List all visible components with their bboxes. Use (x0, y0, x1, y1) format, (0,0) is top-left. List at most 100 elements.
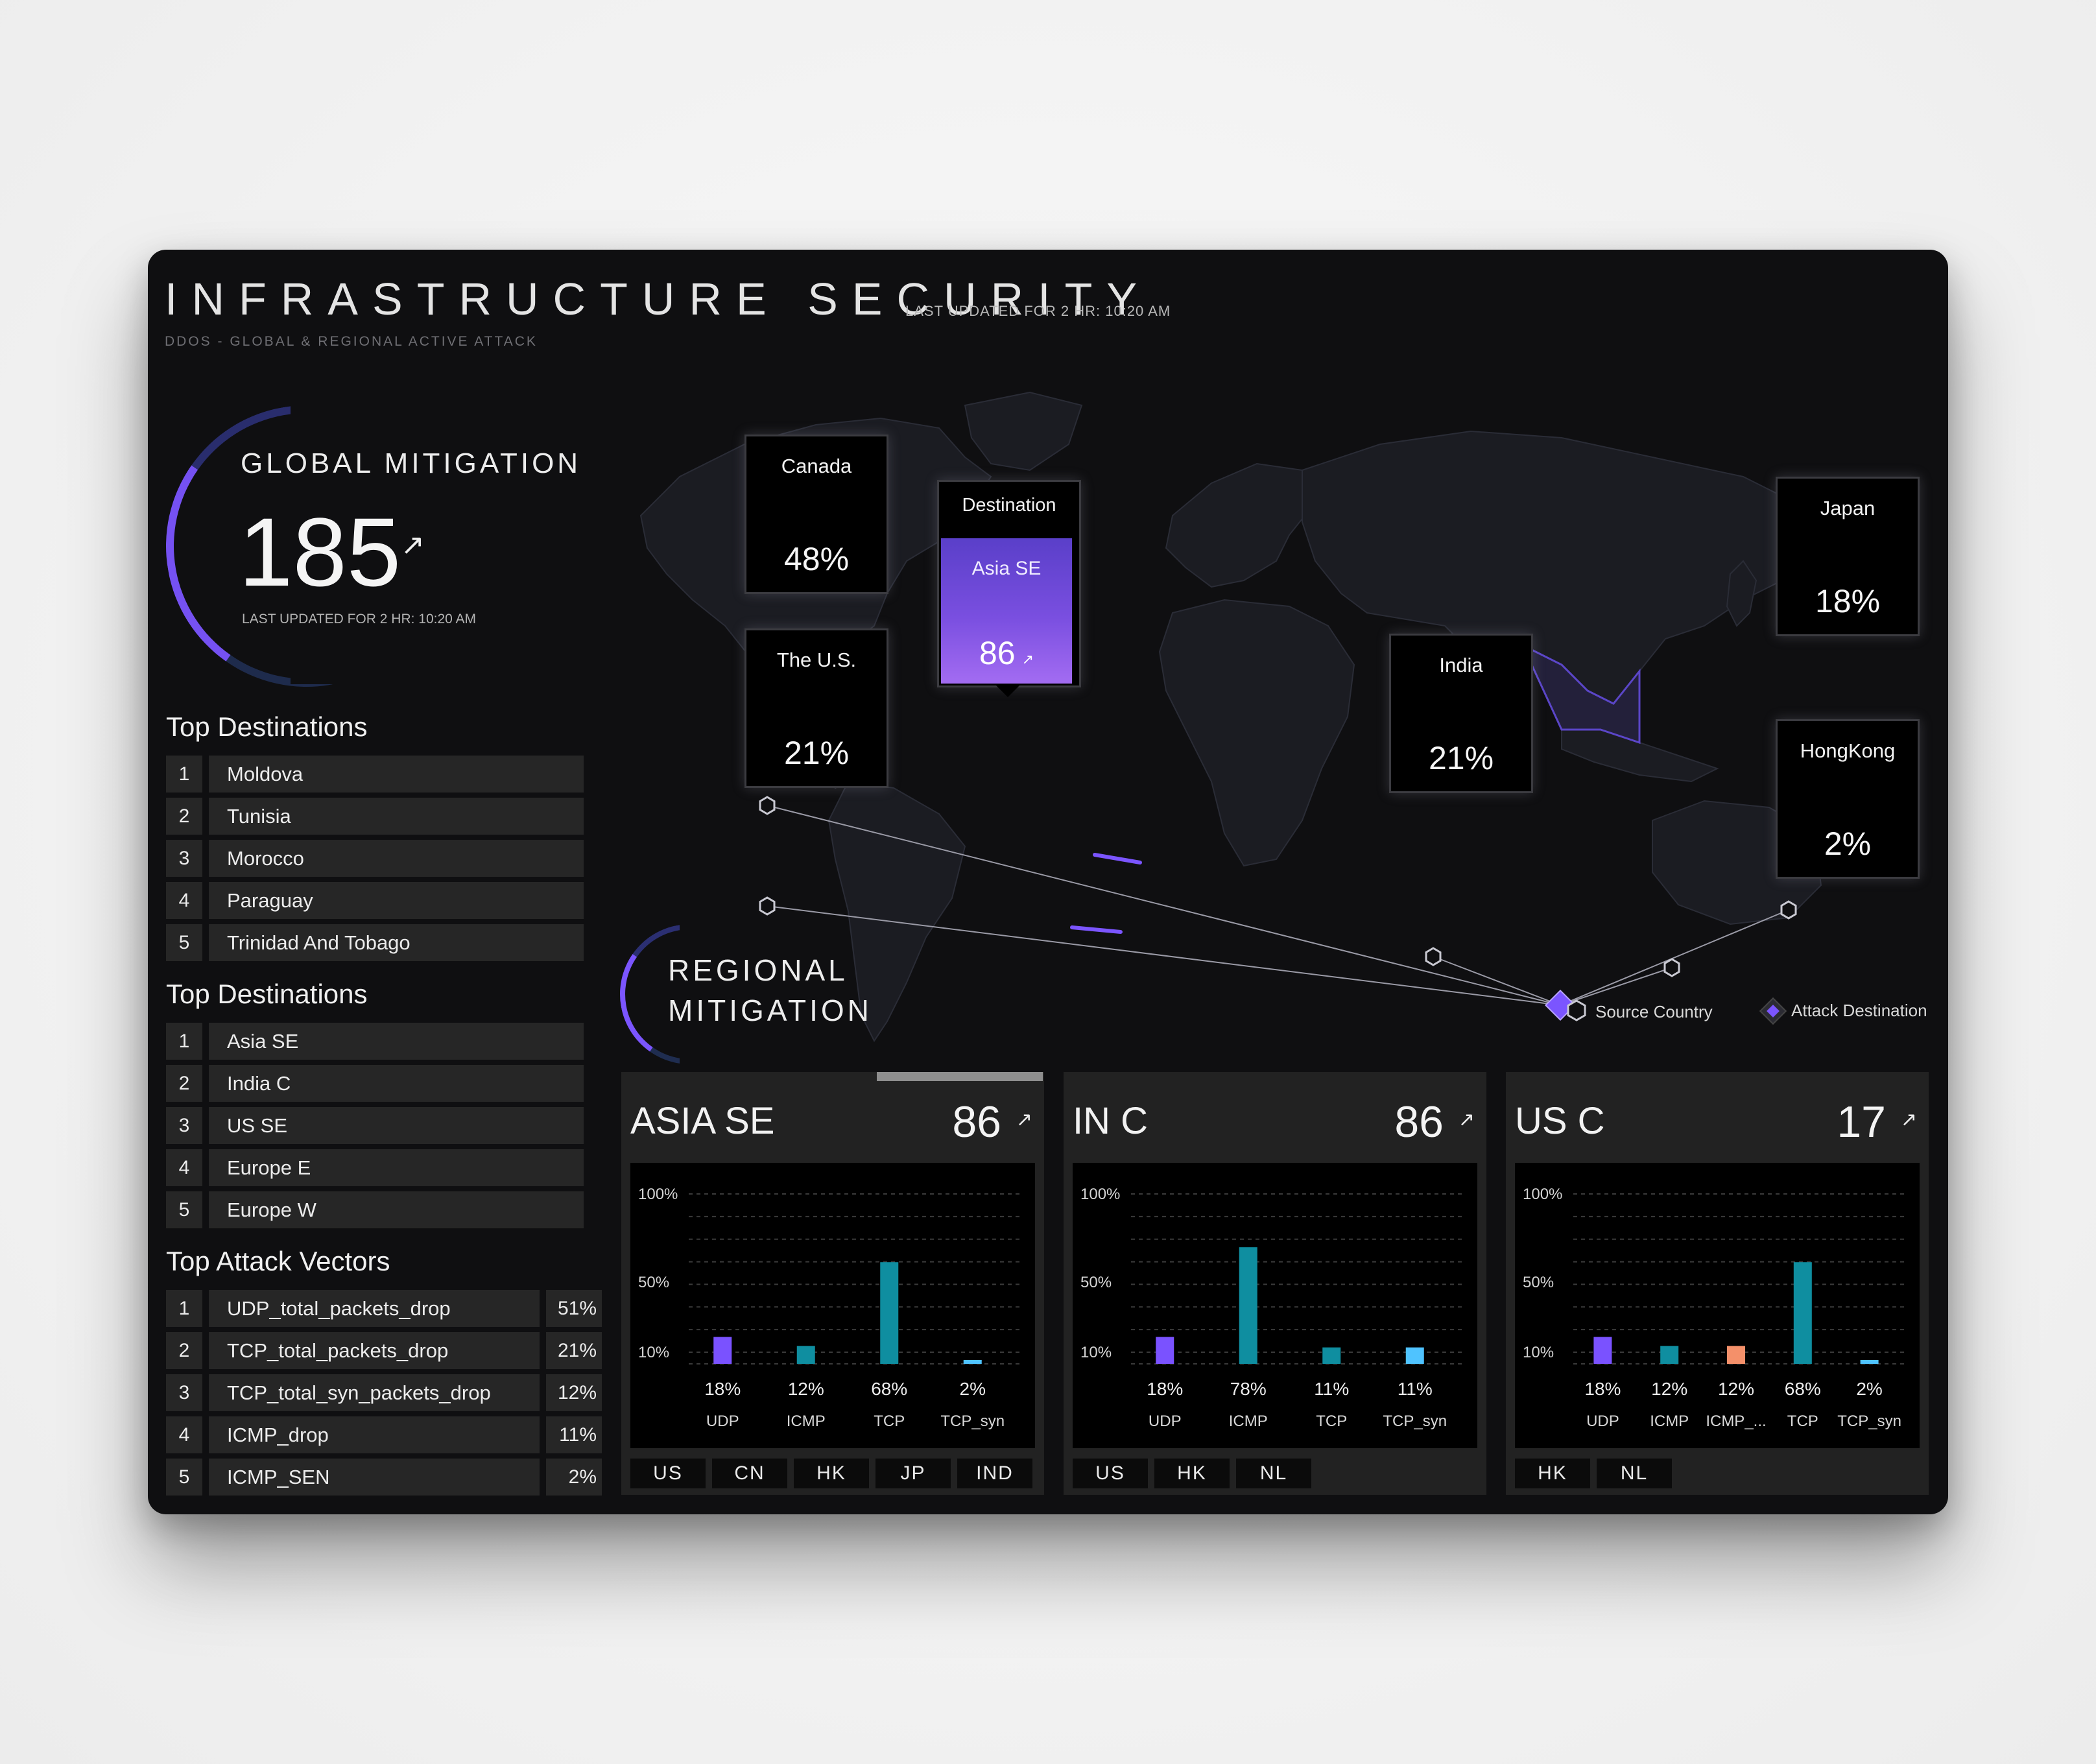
list-item-rank: 2 (166, 1332, 202, 1369)
panel-title: IN C (1073, 1100, 1148, 1142)
destination-label: Destination (962, 495, 1056, 516)
chart-bar[interactable] (963, 1360, 982, 1364)
source-tile-canada[interactable]: Canada 48% (744, 435, 888, 594)
x-tick-label: TCP_syn (1383, 1412, 1447, 1430)
source-percent: 2% (1824, 826, 1872, 862)
list-item-rank: 5 (166, 1191, 202, 1228)
chart-bar[interactable] (796, 1346, 815, 1364)
bar-chart: 100% 50% 10% 18% UDP 12% ICMP 68% TCP 2% TCP_syn (630, 1163, 1035, 1448)
regional-label-line1: REGIONAL (668, 953, 848, 987)
regional-mitigation-label: REGIONAL MITIGATION (668, 950, 872, 1031)
list-item-label: US SE (209, 1107, 584, 1144)
source-tag[interactable]: NL (1597, 1459, 1672, 1488)
x-tick-label: ICMP (1650, 1412, 1689, 1430)
list-item-rank: 5 (166, 1459, 202, 1496)
source-tag[interactable]: US (1073, 1459, 1148, 1488)
active-indicator (877, 1072, 1043, 1081)
trending-up-icon: ↗ (1900, 1109, 1917, 1130)
destination-name: Asia SE (971, 558, 1042, 579)
source-percent: 21% (783, 735, 850, 771)
europe-landmass (1165, 462, 1316, 588)
source-tag[interactable]: HK (794, 1459, 869, 1488)
chart-bar[interactable] (1860, 1360, 1879, 1364)
y-tick-label: 100% (1080, 1186, 1120, 1203)
regional-panel[interactable]: IN C 86 ↗ 100% 50% 10% 18% UDP 78% ICMP 11% TCP 11% T… (1064, 1072, 1486, 1495)
list-item-rank: 3 (166, 1374, 202, 1411)
regional-panel[interactable]: US C 17 ↗ 100% 50% 10% 18% UDP 12% ICMP 12% ICMP_..… (1506, 1072, 1929, 1495)
chart-bar[interactable] (1239, 1247, 1257, 1364)
data-label: 12% (788, 1379, 824, 1399)
source-country-icon (1663, 958, 1680, 977)
connection-line-hk (1560, 967, 1673, 1006)
greenland-landmass (964, 391, 1083, 471)
source-tag[interactable]: HK (1154, 1459, 1230, 1488)
source-country-icon (1780, 900, 1797, 920)
data-label: 68% (1785, 1379, 1821, 1399)
panel-value: 86 (952, 1097, 1001, 1147)
list-item-label: TCP_total_syn_packets_drop (209, 1374, 540, 1411)
source-tag[interactable]: IND (957, 1459, 1032, 1488)
source-country-icon (759, 796, 776, 815)
regional-panel[interactable]: ASIA SE 86 ↗ 100% 50% 10% 18% UDP 12% ICMP 68% TCP 2… (621, 1072, 1044, 1495)
panel-title: ASIA SE (630, 1100, 775, 1142)
global-updated-text: LAST UPDATED FOR 2 HR: 10:20 AM (242, 612, 476, 626)
destination-pointer (995, 684, 1021, 697)
list-item-label: UDP_total_packets_drop (209, 1290, 540, 1327)
source-tile-hongkong[interactable]: HongKong 2% (1776, 719, 1920, 879)
source-tile-us[interactable]: The U.S. 21% (744, 628, 888, 788)
source-tag[interactable]: US (630, 1459, 706, 1488)
attack-destination-icon (1759, 997, 1787, 1025)
attack-flow-us (1070, 925, 1123, 934)
chart-bar[interactable] (1793, 1262, 1812, 1364)
panel-value: 17 (1837, 1097, 1886, 1147)
trending-up-icon: ↗ (1458, 1109, 1475, 1130)
chart-bar[interactable] (880, 1262, 899, 1364)
list-item-label: Morocco (209, 840, 584, 877)
legend-source: Source Country (1595, 1002, 1713, 1021)
data-label: 68% (871, 1379, 907, 1399)
x-tick-label: ICMP_... (1706, 1412, 1766, 1430)
list-item-label: India C (209, 1065, 584, 1102)
source-tag[interactable]: NL (1236, 1459, 1311, 1488)
x-tick-label: TCP_syn (940, 1412, 1005, 1430)
data-label: 11% (1314, 1379, 1349, 1399)
chart-bar[interactable] (1156, 1337, 1174, 1364)
list-item-percent: 2% (546, 1459, 602, 1496)
source-name: Japan (1820, 497, 1876, 519)
chart-bar[interactable] (1727, 1346, 1745, 1364)
source-name: India (1439, 654, 1483, 676)
x-tick-label: TCP_syn (1837, 1412, 1901, 1430)
source-tag[interactable]: JP (875, 1459, 951, 1488)
source-tag[interactable]: HK (1515, 1459, 1590, 1488)
global-mitigation-value: 185 (239, 497, 401, 606)
chart-bar[interactable] (1660, 1346, 1679, 1364)
chart-bar[interactable] (1593, 1337, 1612, 1364)
data-label: 78% (1230, 1379, 1267, 1399)
attack-flow-canada (1093, 853, 1142, 864)
chart-bar[interactable] (1322, 1347, 1341, 1364)
x-tick-label: UDP (1149, 1412, 1182, 1430)
list-title: Top Destinations (166, 711, 368, 742)
list-item-label: Paraguay (209, 882, 584, 919)
list-item-label: Europe E (209, 1149, 584, 1186)
legend-destination: Attack Destination (1791, 1001, 1927, 1020)
y-tick-label: 100% (638, 1186, 678, 1203)
chart-bar[interactable] (1405, 1347, 1424, 1364)
source-percent: 48% (783, 541, 850, 577)
list-item-rank: 1 (166, 1023, 202, 1060)
chart-bar[interactable] (713, 1337, 732, 1364)
destination-value: 86 ↗ (941, 634, 1072, 672)
data-label: 12% (1651, 1379, 1687, 1399)
bar-chart-svg: 100% 50% 10% 18% UDP 12% ICMP 68% TCP 2% TCP_syn (638, 1186, 1022, 1430)
list-item-rank: 2 (166, 798, 202, 835)
source-tile-japan[interactable]: Japan 18% (1776, 477, 1920, 636)
data-label: 12% (1718, 1379, 1754, 1399)
x-tick-label: ICMP (1229, 1412, 1268, 1430)
list-item-label: ICMP_SEN (209, 1459, 540, 1496)
source-tile-india[interactable]: India 21% (1389, 634, 1533, 793)
y-tick-label: 50% (1080, 1274, 1112, 1291)
dashboard-frame: INFRASTRUCTURE SECURITY LAST UPDATED FOR… (148, 250, 1948, 1514)
y-tick-label: 10% (638, 1344, 669, 1361)
source-tag[interactable]: CN (712, 1459, 787, 1488)
connection-line-canada (767, 805, 1561, 1006)
